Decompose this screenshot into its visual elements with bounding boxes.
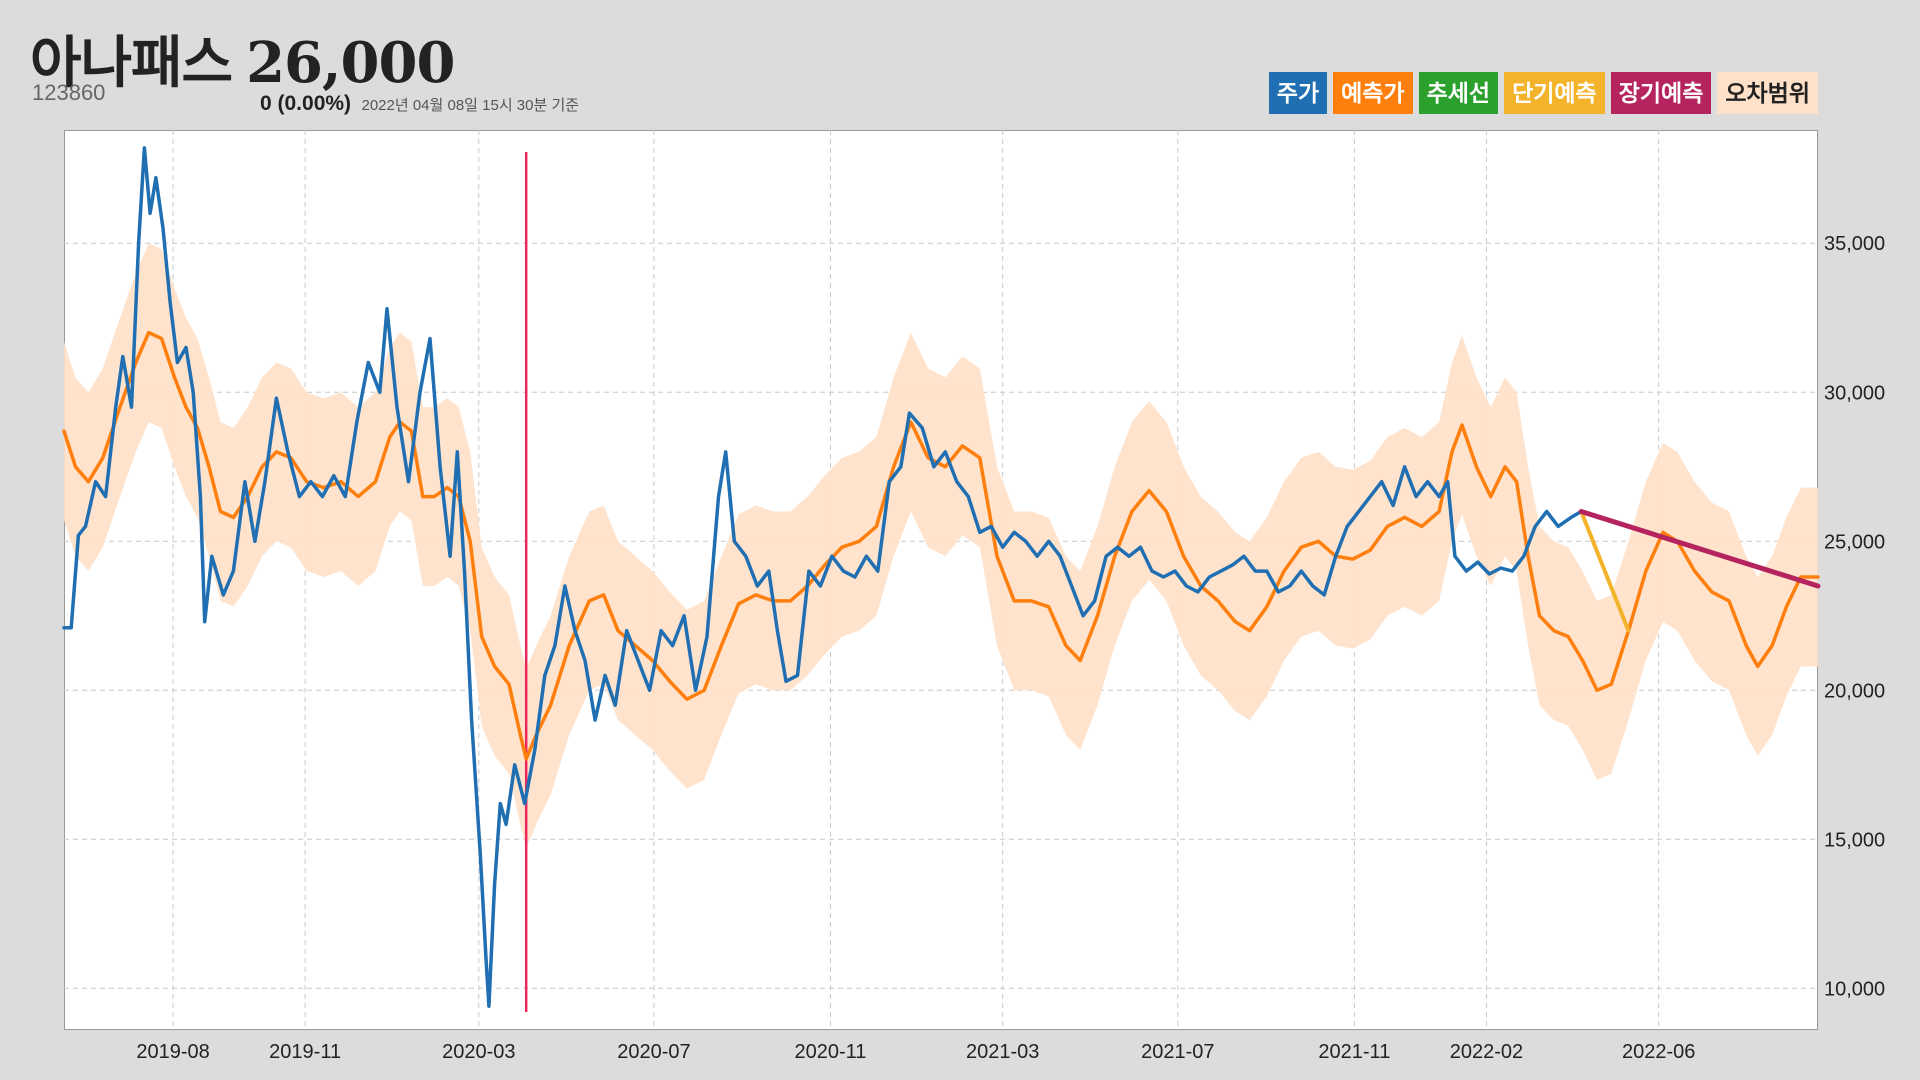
as-of-timestamp: 2022년 04월 08일 15시 30분 기준 <box>361 97 580 114</box>
legend-long-term-forecast[interactable]: 장기예측 <box>1610 72 1712 114</box>
x-tick-label: 2022-02 <box>1450 1041 1523 1063</box>
error-band <box>64 243 1818 849</box>
long-term-forecast-line <box>1578 509 1821 589</box>
stock-name: 아나패스 <box>30 30 233 96</box>
x-tick-label: 2020-03 <box>442 1041 515 1063</box>
legend-stock-price[interactable]: 주가 <box>1268 72 1328 114</box>
price-change: 0 (0.00%) <box>260 92 352 115</box>
x-tick-label: 2022-06 <box>1622 1041 1695 1063</box>
x-tick-label: 2021-03 <box>966 1041 1039 1063</box>
page-title: 아나패스 26,000 <box>30 18 455 99</box>
legend-short-term-forecast[interactable]: 단기예측 <box>1504 72 1605 114</box>
chart-legend: 주가 예측가 추세선 단기예측 장기예측 오차범위 <box>1268 72 1818 114</box>
stock-code: 123860 <box>32 80 106 105</box>
x-tick-label: 2020-07 <box>617 1041 690 1063</box>
stock-price: 26,000 <box>246 30 455 96</box>
x-tick-label: 2021-11 <box>1318 1041 1390 1063</box>
x-tick-label: 2021-07 <box>1141 1041 1214 1063</box>
x-tick-label: 2020-11 <box>795 1041 867 1063</box>
y-tick-label: 15,000 <box>1824 829 1885 851</box>
short-term-forecast-line <box>1579 509 1631 633</box>
legend-trend-line[interactable]: 추세선 <box>1418 72 1499 114</box>
stock-price-line <box>62 146 1583 1008</box>
legend-error-range[interactable]: 오차범위 <box>1717 72 1818 114</box>
y-tick-label: 10,000 <box>1824 978 1885 1000</box>
x-tick-label: 2019-08 <box>136 1041 209 1063</box>
change-row: 0 (0.00%) 2022년 04월 08일 15시 30분 기준 <box>260 92 579 116</box>
y-tick-label: 20,000 <box>1824 680 1885 702</box>
y-tick-label: 25,000 <box>1824 531 1885 553</box>
x-tick-label: 2019-11 <box>269 1041 341 1063</box>
y-tick-label: 35,000 <box>1824 233 1885 255</box>
y-tick-label: 30,000 <box>1824 382 1885 404</box>
legend-predicted-price[interactable]: 예측가 <box>1333 72 1413 114</box>
